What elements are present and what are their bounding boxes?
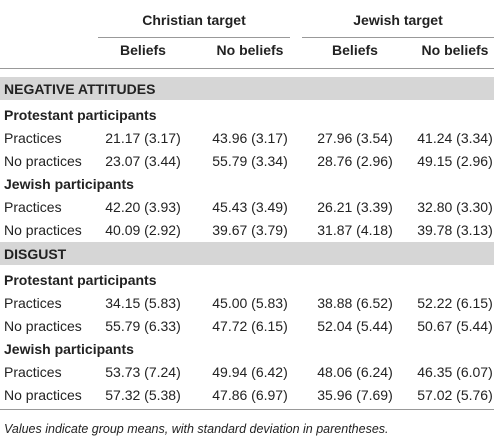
cell: 42.20 (3.93): [105, 199, 181, 215]
row-label: Practices: [4, 199, 62, 215]
cell: 26.21 (3.39): [317, 199, 393, 215]
row-label: No practices: [4, 387, 82, 403]
group-rule: [98, 37, 290, 38]
section-band: [0, 77, 494, 100]
cell: 52.04 (5.44): [317, 318, 393, 334]
group-title: Protestant participants: [4, 272, 157, 288]
cell: 41.24 (3.34): [417, 130, 493, 146]
cell: 53.73 (7.24): [105, 364, 181, 380]
group-title: Jewish participants: [4, 176, 134, 192]
cell: 38.88 (6.52): [317, 295, 393, 311]
row-label: Practices: [4, 130, 62, 146]
cell: 39.67 (3.79): [212, 222, 288, 238]
cell: 57.32 (5.38): [105, 387, 181, 403]
column-header: Beliefs: [332, 42, 378, 58]
header-rule: [0, 68, 494, 69]
cell: 52.22 (6.15): [417, 295, 493, 311]
cell: 55.79 (3.34): [212, 153, 288, 169]
column-header: No beliefs: [421, 42, 489, 58]
cell: 31.87 (4.18): [317, 222, 393, 238]
cell: 27.96 (3.54): [317, 130, 393, 146]
cell: 50.67 (5.44): [417, 318, 493, 334]
section-title: DISGUST: [4, 246, 67, 262]
group-header: Christian target: [142, 12, 246, 28]
section-band: [0, 242, 494, 265]
group-title: Protestant participants: [4, 107, 157, 123]
cell: 55.79 (6.33): [105, 318, 181, 334]
cell: 48.06 (6.24): [317, 364, 393, 380]
bottom-rule: [0, 409, 494, 410]
cell: 47.72 (6.15): [212, 318, 288, 334]
row-label: No practices: [4, 222, 82, 238]
row-label: No practices: [4, 318, 82, 334]
row-label: Practices: [4, 295, 62, 311]
group-title: Jewish participants: [4, 341, 134, 357]
cell: 32.80 (3.30): [417, 199, 493, 215]
cell: 57.02 (5.76): [417, 387, 493, 403]
column-header: No beliefs: [216, 42, 284, 58]
cell: 34.15 (5.83): [105, 295, 181, 311]
column-header: Beliefs: [120, 42, 166, 58]
cell: 45.00 (5.83): [212, 295, 288, 311]
cell: 28.76 (2.96): [317, 153, 393, 169]
cell: 23.07 (3.44): [105, 153, 181, 169]
cell: 39.78 (3.13): [417, 222, 493, 238]
cell: 40.09 (2.92): [105, 222, 181, 238]
row-label: Practices: [4, 364, 62, 380]
section-title: NEGATIVE ATTITUDES: [4, 81, 156, 97]
table-note: Values indicate group means, with standa…: [4, 422, 389, 436]
cell: 21.17 (3.17): [105, 130, 181, 146]
cell: 43.96 (3.17): [212, 130, 288, 146]
cell: 45.43 (3.49): [212, 199, 288, 215]
cell: 47.86 (6.97): [212, 387, 288, 403]
row-label: No practices: [4, 153, 82, 169]
group-header: Jewish target: [353, 12, 443, 28]
cell: 46.35 (6.07): [417, 364, 493, 380]
cell: 49.94 (6.42): [212, 364, 288, 380]
cell: 35.96 (7.69): [317, 387, 393, 403]
group-rule: [302, 37, 494, 38]
cell: 49.15 (2.96): [417, 153, 493, 169]
